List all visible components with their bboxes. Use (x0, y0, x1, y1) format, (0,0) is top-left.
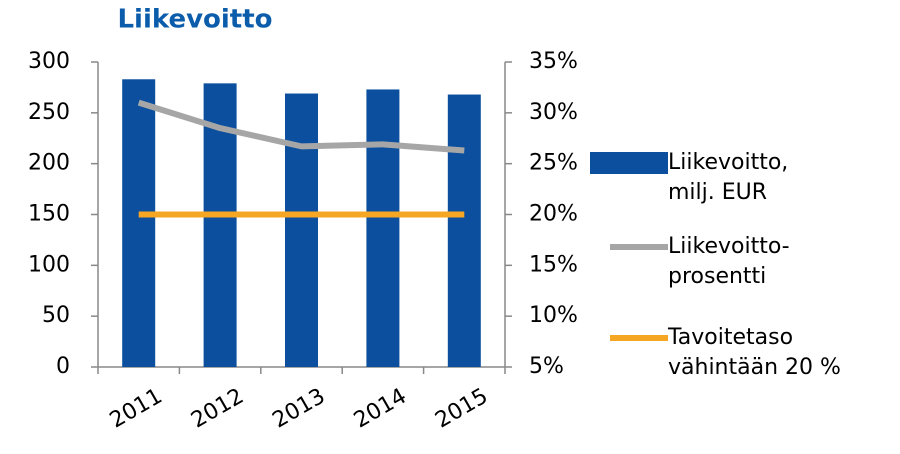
x-tick-label: 2013 (269, 384, 330, 434)
y2-tick-label: 5% (529, 354, 564, 379)
legend-swatch (610, 244, 668, 250)
y2-tick-label: 10% (529, 303, 578, 328)
y2-tick-label: 15% (529, 252, 578, 277)
y-tick-label: 100 (28, 252, 70, 277)
y2-tick-label: 35% (529, 49, 578, 74)
bar (366, 89, 400, 367)
chart-title: Liikevoitto (117, 5, 272, 35)
bar (122, 79, 156, 368)
y-tick-label: 150 (28, 202, 70, 227)
legend-item: Liikevoitto, milj. EUR (590, 148, 818, 208)
bar (285, 93, 318, 368)
y2-tick-label: 30% (529, 100, 578, 125)
x-tick-label: 2011 (106, 384, 167, 434)
bar (447, 94, 481, 368)
legend-label: Tavoitetaso vähintään 20 % (668, 325, 841, 380)
legend-label: Liikevoitto-prosentti (668, 234, 790, 289)
legend-item: Liikevoitto-prosentti (590, 232, 818, 292)
y-tick-label: 0 (56, 354, 70, 379)
x-tick-label: 2014 (350, 384, 411, 434)
x-tick-label: 2012 (187, 384, 248, 434)
legend-label: Liikevoitto, milj. EUR (668, 150, 789, 205)
x-tick-label: 2015 (431, 384, 492, 434)
y-tick-label: 250 (28, 100, 70, 125)
legend-item: Tavoitetaso vähintään 20 % (590, 323, 888, 383)
y-tick-label: 300 (28, 49, 70, 74)
y2-tick-label: 20% (529, 202, 578, 227)
legend-swatch (610, 335, 668, 341)
legend-swatch (590, 152, 668, 174)
y-tick-label: 50 (42, 303, 70, 328)
y2-tick-label: 25% (529, 151, 578, 176)
y-tick-label: 200 (28, 151, 70, 176)
line (137, 99, 465, 154)
